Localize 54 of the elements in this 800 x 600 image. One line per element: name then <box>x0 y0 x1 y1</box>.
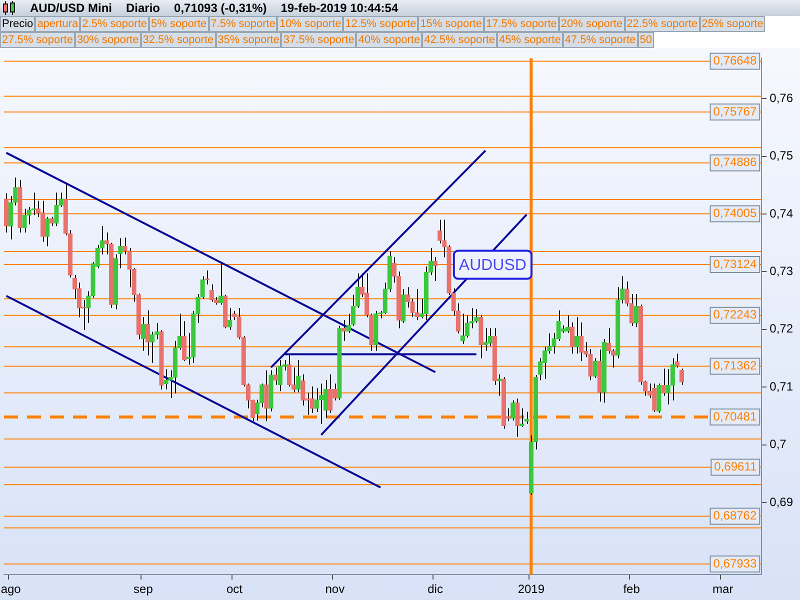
ref-line-label: 0,70481 <box>713 409 757 424</box>
annotation: AUDUSD <box>458 257 526 274</box>
text: 22.5% soporte <box>624 16 700 32</box>
x-tick-label: oct <box>226 582 244 596</box>
ref-line-label: 0,74005 <box>713 206 757 220</box>
ref-line-label: 0,72243 <box>713 308 757 322</box>
x-tick-label: mar <box>712 582 734 596</box>
x-tick-label: sep <box>134 582 154 596</box>
y-tick-label: 0,7 <box>770 437 787 452</box>
y-tick-label: 0,73 <box>770 264 794 278</box>
text: 35% soporte <box>216 32 282 48</box>
text: 20% soporte <box>558 16 625 32</box>
text: 0,71093 (-0,31%) <box>174 1 267 15</box>
ref-line-label: 0,75767 <box>713 104 757 118</box>
y-tick-label: 0,74 <box>770 206 794 220</box>
y-tick-label: 0,72 <box>770 322 794 336</box>
text: 42.5% soporte <box>422 32 498 48</box>
ref-line-label: 0,69611 <box>714 460 757 474</box>
text: 15% soporte <box>418 16 484 32</box>
text: 7.5% soporte <box>208 16 278 32</box>
text: 17.5% soporte <box>484 16 559 32</box>
chart-title: AUD/USD Mini <box>30 1 112 15</box>
text: 32.5% soporte <box>140 32 216 48</box>
y-tick-label: 0,71 <box>770 379 794 394</box>
y-tick-label: 0,76 <box>770 90 794 105</box>
chart-subtitle: Diario <box>126 1 160 15</box>
text: 10% soporte <box>277 16 344 32</box>
text: 47.5% soporte <box>562 32 638 48</box>
x-tick-label: feb <box>623 582 640 596</box>
text: 45% soporte <box>497 32 563 48</box>
text: 2.5% soporte <box>80 16 149 32</box>
ref-line-label: 0,76648 <box>713 54 757 68</box>
text: 30% soporte <box>74 32 141 48</box>
text: apertura <box>35 16 80 32</box>
text: 27.5% soporte <box>0 32 75 48</box>
text: 40% soporte <box>356 32 422 48</box>
text: 19-feb-2019 10:44:54 <box>280 1 398 15</box>
text: 25% soporte <box>700 16 766 32</box>
x-tick-label: nov <box>325 582 345 596</box>
x-tick-label: ago <box>0 582 22 596</box>
ref-line-label: 0,71362 <box>713 358 757 373</box>
ref-line-label: 0,73124 <box>713 256 757 271</box>
x-tick-label: dic <box>428 582 443 596</box>
ref-line-label: 0,68762 <box>713 508 757 523</box>
text: 50 <box>638 32 654 48</box>
ref-line-label: 0,67933 <box>713 556 757 570</box>
text: 5% soporte <box>149 16 209 32</box>
text: 37.5% soporte <box>281 32 356 48</box>
y-tick-label: 0,75 <box>770 148 794 163</box>
x-tick-label: 2019 <box>518 582 545 596</box>
text: 12.5% soporte <box>343 16 418 32</box>
text: Precio <box>0 16 36 32</box>
y-tick-label: 0,69 <box>770 494 794 509</box>
ref-line-label: 0,74886 <box>713 155 757 170</box>
